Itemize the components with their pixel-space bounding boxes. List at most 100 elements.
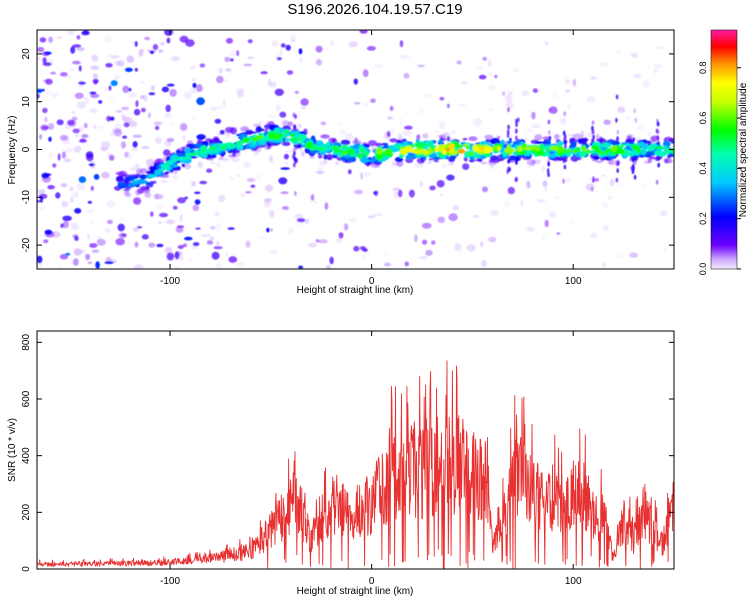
spectrogram-cell <box>348 41 358 48</box>
spectrogram-cell <box>670 147 674 155</box>
spectrogram-cell <box>615 254 623 258</box>
spectrogram-cell <box>196 84 203 92</box>
colorbar-tick-label: 0.0 <box>698 263 708 276</box>
spectrogram-cell <box>304 141 314 149</box>
spectrogram-cell <box>663 248 667 252</box>
spectrogram-cell <box>253 151 260 156</box>
snr-y-tick-label: 200 <box>21 504 32 521</box>
spectrogram-cell <box>608 159 614 165</box>
spectrogram-cell <box>526 226 535 232</box>
spectrogram-cell <box>655 46 664 50</box>
spectrogram-cell <box>549 211 557 219</box>
spectrogram-cell <box>158 49 163 53</box>
spectrogram-cell <box>300 151 305 157</box>
spectrogram-cell <box>117 223 125 232</box>
spectrogram-cell <box>546 139 551 146</box>
spectrogram-cell <box>629 252 639 258</box>
spectrogram-cell <box>288 227 294 235</box>
spectrogram-cell <box>37 93 40 99</box>
spectrogram-cell <box>462 137 468 141</box>
spectrogram-cell <box>70 196 74 203</box>
spectrogram-cell <box>85 151 94 159</box>
spectrogram-cell <box>268 250 278 255</box>
snr-x-tick-label: 0 <box>369 576 375 587</box>
spectrogram-cell <box>37 88 43 93</box>
spectrogram-cell <box>389 138 398 143</box>
spectrogram-cell <box>100 141 111 149</box>
spectrogram-cell <box>299 140 304 144</box>
snr-x-ticks: -100 0 100 <box>160 331 582 587</box>
spectrogram-cell <box>225 37 234 44</box>
spectrogram-cell <box>290 33 297 42</box>
spectrogram-cell <box>472 144 479 152</box>
spectrogram-cell <box>104 227 111 234</box>
spectrogram-cell <box>268 78 271 86</box>
spectrogram-cell <box>359 30 368 34</box>
spectrogram-cell <box>190 116 198 120</box>
spectrogram-cell <box>602 262 606 268</box>
spectrogram-cell <box>87 261 93 264</box>
spectrogram-cell <box>633 73 642 79</box>
spectrogram-cell <box>150 85 155 91</box>
spectrogram-cell <box>91 249 100 253</box>
spectrogram-cell <box>442 164 448 167</box>
spectrogram-cell <box>563 140 567 146</box>
spectrogram-cell <box>353 245 360 252</box>
spectrogram-cell <box>264 184 274 192</box>
spectrogram-cell <box>222 157 230 162</box>
spectrogram-cell <box>616 129 620 135</box>
spectrogram-cell <box>70 224 80 231</box>
spectrogram-cell <box>279 111 287 118</box>
colorbar-tick-label: 0.8 <box>698 61 708 74</box>
spectrogram-cell <box>119 217 124 221</box>
spectrogram-cell <box>90 185 94 191</box>
spectrogram-cell <box>491 137 500 145</box>
spectrogram-cell <box>172 174 178 180</box>
spectrogram-cell <box>120 141 127 149</box>
spectrogram-x-tick-label: 100 <box>565 276 582 287</box>
spectrogram-cell <box>271 40 279 47</box>
spectrogram-cell <box>50 71 57 75</box>
spectrogram-cell <box>290 133 294 137</box>
spectrogram-cell <box>154 169 162 176</box>
spectrogram-cell <box>317 153 323 159</box>
spectrogram-cell <box>523 146 532 150</box>
spectrogram-cell <box>152 44 159 50</box>
spectrogram-cell <box>670 181 674 187</box>
spectrogram-cell <box>405 148 415 152</box>
colorbar-gradient <box>711 30 737 269</box>
spectrogram-cell <box>602 225 609 232</box>
spectrogram-cell <box>242 137 249 143</box>
spectrogram-cell <box>180 123 188 131</box>
spectrogram-heatmap <box>37 30 674 269</box>
spectrogram-cell <box>506 144 510 151</box>
snr-y-tick-label: 600 <box>21 390 32 407</box>
spectrogram-cell <box>65 147 73 153</box>
spectrogram-cell <box>552 91 559 98</box>
spectrogram-cell <box>664 158 669 164</box>
spectrogram-cell <box>532 88 538 93</box>
spectrogram-cell <box>342 150 348 156</box>
spectrogram-cell <box>298 265 304 269</box>
spectrogram-cell <box>367 140 377 147</box>
spectrogram-cell <box>418 106 424 115</box>
spectrogram-cell <box>246 177 256 183</box>
spectrogram-cell <box>295 158 298 163</box>
spectrogram-cell <box>159 212 168 218</box>
spectrogram-cell <box>450 130 458 134</box>
spectrogram-cell <box>655 179 659 185</box>
spectrogram-cell <box>515 160 518 165</box>
spectrogram-cell <box>520 199 524 207</box>
spectrogram-cell <box>242 161 251 169</box>
spectrogram-cell <box>134 67 138 72</box>
spectrogram-cell <box>219 130 225 135</box>
spectrogram-cell <box>547 161 550 167</box>
spectrogram-cell <box>562 118 567 122</box>
spectrogram-cell <box>653 69 658 74</box>
spectrogram-cell <box>363 151 369 157</box>
spectrogram-cell <box>258 235 268 239</box>
spectrogram-cell <box>131 41 135 45</box>
spectrogram-cell <box>274 88 284 97</box>
spectrogram-cell <box>348 217 358 223</box>
